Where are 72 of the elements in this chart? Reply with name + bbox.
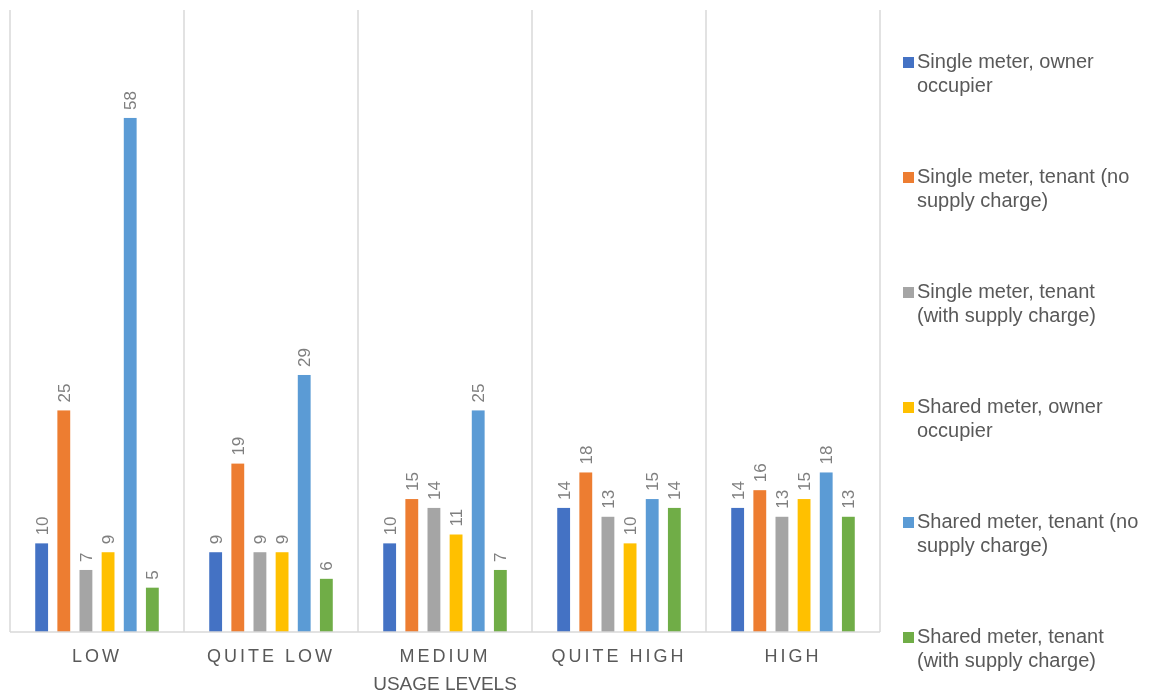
bar xyxy=(35,543,49,632)
bar xyxy=(493,569,507,632)
bar xyxy=(557,507,571,632)
bar xyxy=(667,507,681,632)
data-label: 5 xyxy=(143,570,163,580)
bar xyxy=(405,499,419,632)
legend-label: Shared meter, tenant (with supply charge) xyxy=(917,625,1105,671)
data-label: 9 xyxy=(273,534,293,545)
legend-label: Shared meter, tenant (no supply charge) xyxy=(917,510,1139,556)
bar xyxy=(623,543,637,632)
data-label: 15 xyxy=(643,472,663,492)
data-label: 15 xyxy=(795,472,815,492)
data-label: 16 xyxy=(750,463,770,483)
x-tick-label: HIGH xyxy=(764,646,822,666)
data-label: 14 xyxy=(728,481,748,500)
data-label: 11 xyxy=(447,508,467,527)
bar xyxy=(731,507,745,632)
data-label: 13 xyxy=(598,489,618,509)
data-label: 13 xyxy=(839,489,859,509)
bar xyxy=(209,552,223,632)
bar xyxy=(123,117,137,632)
bar xyxy=(427,507,441,632)
legend-label: Single meter, owner occupier xyxy=(917,50,1095,96)
data-label: 9 xyxy=(250,534,270,545)
data-label: 7 xyxy=(76,552,96,562)
data-label: 10 xyxy=(32,516,52,536)
legend-label: Single meter, tenant (no supply charge) xyxy=(917,165,1130,211)
bar xyxy=(231,463,245,632)
bar xyxy=(297,374,311,632)
bar xyxy=(579,472,593,632)
data-label: 14 xyxy=(424,481,444,500)
bar xyxy=(797,499,811,632)
data-label: 29 xyxy=(295,348,315,367)
data-label: 18 xyxy=(576,445,596,465)
data-label: 6 xyxy=(317,561,337,571)
data-label: 18 xyxy=(817,445,837,465)
bar xyxy=(145,587,159,632)
legend-label: Shared meter, owner occupier xyxy=(917,395,1103,441)
bar xyxy=(449,534,463,632)
x-tick-label: MEDIUM xyxy=(399,646,491,666)
x-tick-label: QUITE LOW xyxy=(206,646,336,666)
data-label: 14 xyxy=(554,481,574,500)
bar xyxy=(275,552,289,632)
bar xyxy=(79,569,93,632)
data-label: 7 xyxy=(491,552,511,562)
bar xyxy=(101,552,115,632)
bar xyxy=(57,410,71,632)
data-label: 14 xyxy=(665,481,685,500)
bar xyxy=(753,490,767,632)
x-tick-label: LOW xyxy=(71,646,123,666)
data-label: 10 xyxy=(380,516,400,536)
bar xyxy=(471,410,485,632)
data-label: 10 xyxy=(621,516,641,536)
x-axis-title: USAGE LEVELS xyxy=(373,673,517,694)
bar xyxy=(841,516,855,632)
x-tick-label: QUITE HIGH xyxy=(551,646,687,666)
bar xyxy=(775,516,789,632)
data-label: 9 xyxy=(206,534,226,545)
data-label: 58 xyxy=(121,91,141,110)
bar xyxy=(319,578,333,632)
data-label: 25 xyxy=(469,383,489,403)
legend-label: Single meter, tenant (with supply charge) xyxy=(917,280,1096,326)
bar xyxy=(819,472,833,632)
data-label: 13 xyxy=(772,489,792,509)
data-label: 9 xyxy=(99,534,119,545)
data-label: 19 xyxy=(228,436,248,456)
bar xyxy=(253,552,267,632)
data-label: 25 xyxy=(54,383,74,403)
bar xyxy=(601,516,615,632)
bar xyxy=(645,499,659,632)
data-label: 15 xyxy=(402,472,422,492)
bar xyxy=(383,543,397,632)
